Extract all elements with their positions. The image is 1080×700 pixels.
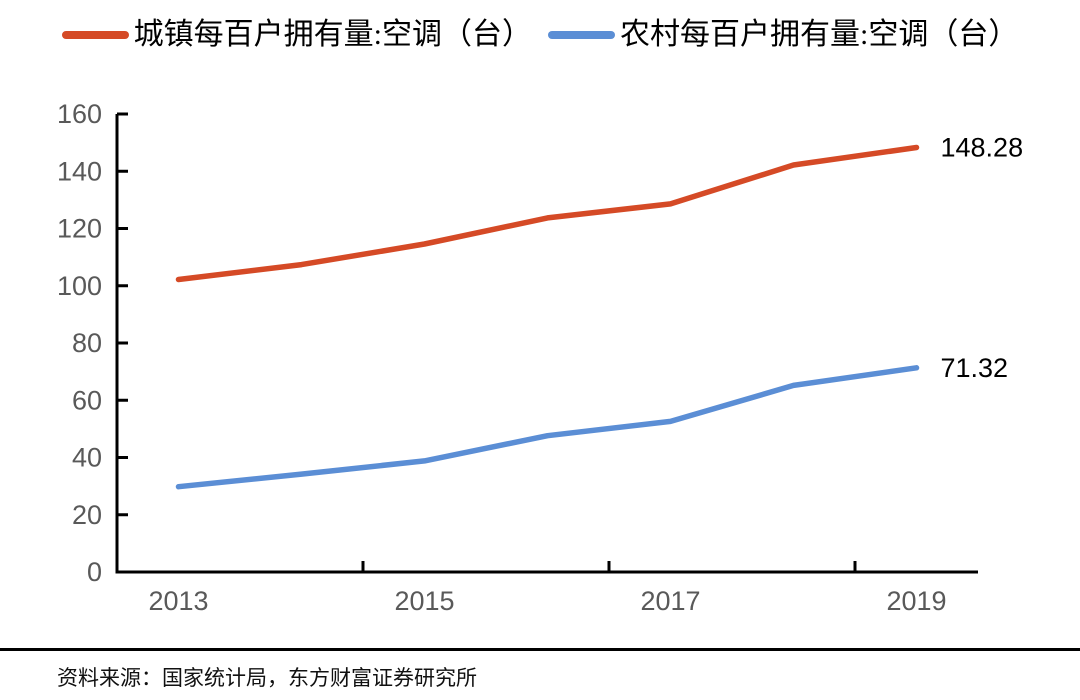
y-axis-tick-label: 160: [57, 99, 102, 129]
x-axis-tick-label: 2017: [640, 586, 700, 616]
y-axis-tick-label: 20: [72, 500, 102, 530]
axis-lines: [115, 114, 978, 574]
source-note: 资料来源：国家统计局，东方财富证券研究所: [57, 666, 477, 690]
y-axis-tick-label: 140: [57, 156, 102, 186]
y-axis-tick-label: 80: [72, 328, 102, 358]
legend-label-urban: 城镇每百户拥有量:空调（台）: [133, 18, 532, 51]
legend-item-rural: 农村每百户拥有量:空调（台）: [548, 14, 1018, 56]
y-axis-tick-label: 60: [72, 385, 102, 415]
rural-series-line: [175, 365, 920, 490]
x-axis-tick-label: 2015: [394, 586, 454, 616]
urban-series-end-label: 148.28: [941, 133, 1024, 163]
y-axis-tick-label: 120: [57, 214, 102, 244]
chart-legend: 城镇每百户拥有量:空调（台） 农村每百户拥有量:空调（台）: [0, 14, 1080, 56]
legend-item-urban: 城镇每百户拥有量:空调（台）: [61, 14, 532, 56]
rural-line-swatch-icon: [548, 31, 615, 39]
footer-divider: [0, 648, 1080, 651]
y-axis-tick-label: 40: [72, 443, 102, 473]
y-axis-tick-label: 100: [57, 271, 102, 301]
urban-series-line: [175, 144, 920, 283]
rural-series-end-label: 71.32: [941, 353, 1009, 383]
urban-line-swatch-icon: [61, 31, 129, 39]
x-axis-tick-label: 2013: [148, 586, 208, 616]
legend-label-rural: 农村每百户拥有量:空调（台）: [620, 18, 1019, 51]
x-axis-tick-label: 2019: [886, 586, 946, 616]
y-axis-tick-label: 0: [87, 557, 102, 587]
